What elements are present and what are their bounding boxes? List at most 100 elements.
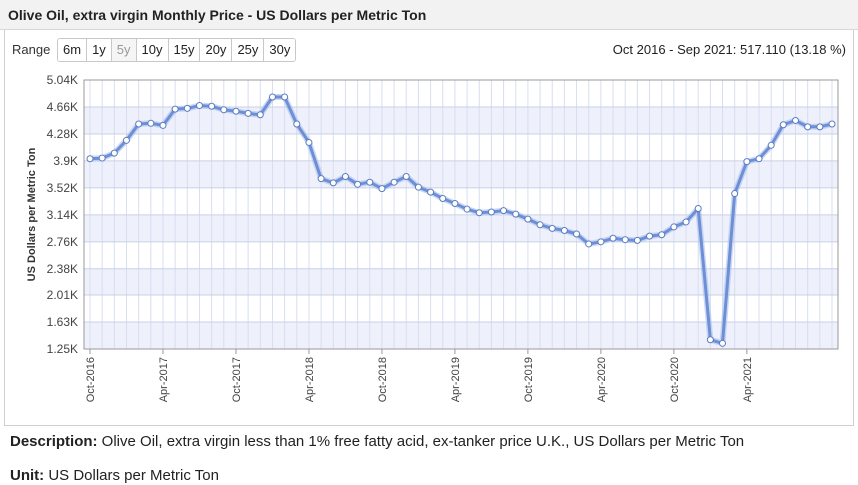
range-button-20y[interactable]: 20y	[200, 39, 233, 61]
data-point	[305, 138, 313, 146]
y-tick-label: 4.28K	[47, 127, 78, 141]
data-point	[828, 120, 836, 128]
data-point	[792, 116, 800, 124]
data-point	[293, 120, 301, 128]
data-point	[731, 190, 739, 198]
y-tick-label: 4.66K	[47, 100, 78, 114]
data-point	[317, 175, 325, 183]
data-point	[208, 102, 216, 110]
range-button-6m[interactable]: 6m	[58, 39, 88, 61]
data-point	[195, 102, 203, 110]
data-point	[670, 223, 678, 231]
y-tick-label: 1.63K	[47, 315, 78, 329]
data-point	[256, 111, 264, 119]
data-point	[512, 210, 520, 218]
grid-band	[84, 160, 838, 188]
chart-title-bar: Olive Oil, extra virgin Monthly Price - …	[0, 0, 858, 30]
description-label: Description:	[10, 433, 98, 450]
y-tick-label: 3.9K	[53, 154, 78, 168]
data-point	[110, 149, 118, 157]
data-point	[414, 183, 422, 191]
data-point	[463, 205, 471, 213]
data-point	[244, 109, 252, 117]
plot-area-border	[83, 79, 839, 350]
x-tick-label: Oct-2020	[669, 357, 681, 402]
grid-band	[84, 214, 838, 242]
data-point	[500, 207, 508, 215]
data-point	[268, 93, 276, 101]
range-button-25y[interactable]: 25y	[232, 39, 265, 61]
y-tick-label: 1.25K	[47, 342, 78, 356]
data-point	[390, 178, 398, 186]
data-point	[451, 199, 459, 207]
data-point	[329, 179, 337, 187]
range-button-1y[interactable]: 1y	[87, 39, 112, 61]
price-chart: 1.25K 1.63K 2.01K 2.38K 2.76K 3.14K 3.52K 3.9K 4…	[26, 73, 839, 402]
data-point	[743, 158, 751, 166]
x-tick-label: Apr-2018	[304, 357, 316, 402]
x-tick-label: Apr-2020	[596, 357, 608, 402]
data-point	[621, 236, 629, 244]
data-point	[98, 154, 106, 162]
data-point	[767, 141, 775, 149]
grid-band	[84, 268, 838, 296]
data-point	[682, 218, 690, 226]
description: Description: Olive Oil, extra virgin les…	[10, 433, 744, 450]
data-point	[487, 208, 495, 216]
y-tick-label: 5.04K	[47, 73, 78, 87]
y-tick-label: 3.14K	[47, 208, 78, 222]
data-point	[609, 234, 617, 242]
data-point	[183, 104, 191, 112]
data-point	[658, 231, 666, 239]
grid-band	[84, 106, 838, 134]
data-point	[402, 173, 410, 181]
data-point	[475, 209, 483, 217]
data-point	[706, 336, 714, 344]
range-selector: 6m 1y 5y 10y 15y 20y 25y 30y	[57, 38, 297, 62]
data-point	[439, 195, 447, 203]
data-point	[122, 136, 130, 144]
unit: Unit: US Dollars per Metric Ton	[10, 467, 219, 484]
x-tick-label: Apr-2019	[450, 357, 462, 402]
data-point	[804, 123, 812, 131]
data-point	[86, 155, 94, 163]
data-point	[378, 185, 386, 193]
data-point	[573, 230, 581, 238]
range-label: Range	[12, 42, 51, 57]
data-point	[159, 121, 167, 129]
data-point	[232, 107, 240, 115]
data-point	[354, 180, 362, 188]
range-button-15y[interactable]: 15y	[168, 39, 201, 61]
data-point	[597, 238, 605, 246]
data-point	[524, 215, 532, 223]
y-tick-label: 3.52K	[47, 181, 78, 195]
data-point	[171, 105, 179, 113]
data-point	[341, 173, 349, 181]
data-point	[755, 155, 763, 163]
data-point	[816, 123, 824, 131]
data-point	[646, 232, 654, 240]
x-tick-label: Apr-2017	[158, 357, 170, 402]
data-point	[585, 240, 593, 248]
range-button-30y[interactable]: 30y	[264, 39, 296, 61]
data-point	[694, 204, 702, 212]
data-point	[135, 120, 143, 128]
range-button-10y[interactable]: 10y	[136, 39, 169, 61]
data-point	[633, 236, 641, 244]
data-point	[560, 226, 568, 234]
unit-label: Unit:	[10, 467, 45, 484]
chart-title: Olive Oil, extra virgin Monthly Price - …	[8, 7, 427, 23]
x-tick-label: Oct-2018	[377, 357, 389, 402]
x-tick-label: Oct-2016	[85, 357, 97, 402]
data-point	[281, 93, 289, 101]
data-point	[366, 178, 374, 186]
x-tick-label: Apr-2021	[742, 357, 754, 402]
unit-text: US Dollars per Metric Ton	[44, 467, 219, 484]
range-button-5y[interactable]: 5y	[111, 39, 137, 61]
data-point	[779, 121, 787, 129]
data-point	[548, 224, 556, 232]
range-summary: Oct 2016 - Sep 2021: 517.110 (13.18 %)	[612, 42, 846, 57]
description-text: Olive Oil, extra virgin less than 1% fre…	[97, 433, 745, 450]
data-point	[719, 339, 727, 347]
data-point	[147, 119, 155, 127]
